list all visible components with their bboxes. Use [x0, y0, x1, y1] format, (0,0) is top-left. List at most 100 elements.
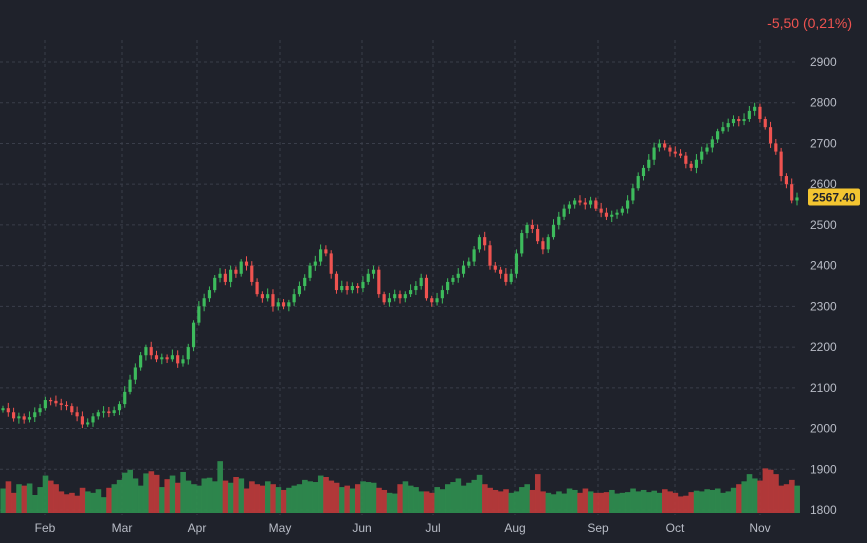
candle-body: [689, 163, 693, 168]
volume-bar: [746, 474, 753, 513]
volume-bar: [640, 489, 647, 513]
volume-bar: [286, 487, 292, 513]
candle-body: [594, 200, 598, 209]
volume-bar: [466, 482, 472, 513]
y-tick-label: 2900: [810, 55, 837, 69]
volume-bar: [302, 479, 308, 513]
candle-body: [38, 408, 42, 413]
candle-body: [154, 355, 159, 360]
volume-bar: [762, 468, 769, 513]
y-tick-label: 2800: [810, 96, 837, 110]
candle-body: [551, 224, 556, 238]
volume-bar: [688, 492, 695, 513]
candle-body: [6, 408, 10, 413]
volume-bar: [593, 492, 599, 513]
candle-body: [631, 188, 635, 201]
candle-body: [774, 143, 778, 152]
volume-bar: [487, 487, 493, 513]
volume-bar: [233, 477, 239, 513]
candle-body: [726, 123, 730, 128]
candle-body: [451, 277, 455, 282]
volume-bar: [243, 488, 250, 513]
price-change-label: -5,50 (0,21%): [767, 15, 852, 31]
volume-bar: [598, 492, 605, 513]
candle-body: [234, 269, 238, 274]
candle-body: [191, 322, 196, 348]
volume-bar: [709, 489, 716, 513]
candle-body: [292, 294, 296, 303]
volume-bar: [296, 484, 303, 513]
y-tick-label: 2100: [810, 381, 837, 395]
candle-body: [525, 224, 529, 234]
volume-bar: [259, 485, 266, 513]
volume-bar: [693, 490, 700, 513]
candle-body: [498, 269, 503, 274]
volume-bar: [677, 496, 684, 513]
volume-bar: [317, 475, 324, 513]
candle-body: [345, 286, 349, 291]
candle-body: [435, 298, 439, 303]
candle-body: [488, 245, 492, 266]
volume-bar: [497, 491, 504, 513]
volume-bar: [429, 492, 435, 513]
candle-body: [197, 306, 201, 323]
candle-body: [546, 237, 550, 250]
volume-bar: [355, 484, 361, 513]
volume-bar: [249, 481, 255, 513]
volume-bar: [381, 489, 388, 513]
candle-body: [144, 347, 148, 356]
candle-body: [86, 422, 90, 425]
volume-bar: [572, 489, 578, 513]
x-tick-label: Mar: [112, 521, 133, 535]
candle-body: [430, 298, 434, 303]
volume-bar: [434, 487, 440, 513]
volume-bar: [609, 489, 615, 513]
candle-body: [101, 411, 106, 413]
volume-bar: [587, 491, 594, 513]
candle-body: [573, 200, 577, 205]
x-tick-label: Aug: [504, 521, 525, 535]
volume-bar: [492, 489, 499, 513]
candle-body: [356, 286, 360, 289]
x-tick-label: Feb: [35, 521, 56, 535]
candle-body: [408, 290, 413, 295]
candle-body: [520, 233, 524, 254]
candle-body: [753, 106, 757, 111]
volume-bar: [603, 492, 610, 513]
volume-bar: [143, 473, 149, 513]
x-tick-label: Apr: [188, 521, 207, 535]
volume-bar: [85, 491, 91, 513]
volume-bar: [656, 492, 663, 513]
volume-bar: [614, 493, 620, 513]
candle-body: [536, 228, 540, 242]
candle-body: [620, 208, 624, 213]
candle-body: [117, 404, 122, 411]
last-price-tag-bg: [808, 188, 860, 206]
candle-body: [461, 265, 466, 274]
volume-bar: [450, 482, 456, 513]
x-axis: Feb Mar Apr May Jun Jul Aug Sep Oct Nov: [35, 521, 771, 535]
candle-body: [467, 261, 471, 266]
volume-bar: [254, 484, 261, 513]
candle-body: [742, 119, 746, 122]
candle-body: [43, 400, 47, 409]
candle-body: [636, 176, 640, 189]
candle-body: [160, 357, 164, 360]
volume-bar: [190, 484, 197, 513]
volume-bar: [778, 485, 785, 513]
candle-body: [1, 408, 5, 411]
volume-bar: [471, 479, 478, 513]
candle-body: [112, 410, 116, 414]
volume-bar: [185, 480, 192, 513]
volume-bar: [757, 480, 763, 513]
y-tick-label: 2500: [810, 218, 837, 232]
candle-layer: [1, 102, 799, 429]
volume-bar: [476, 474, 483, 513]
volume-bar: [111, 484, 118, 513]
candle-body: [313, 261, 317, 266]
candle-body: [207, 290, 212, 299]
candle-body: [705, 147, 709, 152]
candle-body: [615, 212, 619, 215]
